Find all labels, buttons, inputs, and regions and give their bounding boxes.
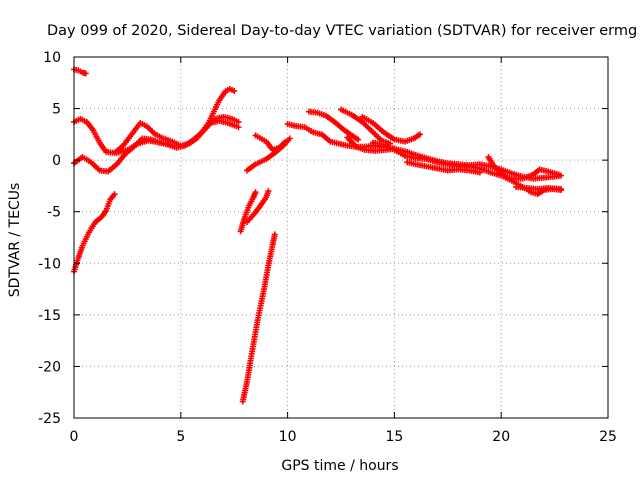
data-point (235, 118, 242, 125)
x-tick-label: 10 (279, 429, 297, 445)
x-tick-label: 15 (385, 429, 403, 445)
x-axis-label: GPS time / hours (281, 458, 398, 474)
chart-title: Day 099 of 2020, Sidereal Day-to-day VTE… (47, 23, 637, 39)
data-point (417, 131, 424, 138)
series-arc-07 (237, 189, 259, 235)
series-arc-08 (244, 188, 272, 226)
y-tick-label: -15 (38, 308, 61, 324)
series-arc-14 (338, 106, 394, 147)
series-arc-05 (113, 137, 174, 156)
y-tick-label: -10 (38, 256, 61, 272)
x-tick-labels: 0 5 10 15 20 25 (70, 429, 617, 445)
data-point (111, 191, 118, 198)
series-arc-04 (71, 117, 242, 175)
series-arc-03 (71, 113, 242, 156)
grid-lines (74, 57, 608, 418)
data-point (476, 169, 483, 176)
x-tick-label: 5 (176, 429, 185, 445)
data-point (231, 88, 238, 95)
x-tick-label: 20 (492, 429, 510, 445)
data-point (82, 70, 89, 77)
data-point (271, 231, 278, 238)
series-arc-16 (359, 113, 424, 145)
y-tick-label: -25 (38, 411, 61, 427)
data-point (355, 136, 362, 143)
data-point (252, 189, 259, 196)
y-tick-label: -5 (47, 205, 61, 221)
data-point (265, 188, 272, 195)
series-arc-09 (239, 231, 278, 405)
data-points (71, 66, 565, 405)
data-point (555, 171, 562, 178)
y-tick-label: -20 (38, 359, 61, 375)
series-arc-18 (404, 159, 483, 176)
y-tick-label: 10 (43, 50, 61, 66)
series-arc-13 (305, 108, 362, 143)
series-arc-11 (252, 132, 289, 153)
data-point (282, 138, 289, 145)
y-tick-label: 0 (52, 153, 61, 169)
x-tick-label: 0 (70, 429, 79, 445)
data-point (235, 124, 242, 131)
y-tick-label: 5 (52, 102, 61, 118)
x-tick-label: 25 (599, 429, 617, 445)
series-arc-06 (203, 85, 238, 131)
data-point (167, 141, 174, 148)
series-arc-12 (284, 121, 565, 182)
series-arc-20 (513, 183, 565, 193)
series-arc-19 (485, 154, 562, 182)
series-arc-02 (71, 191, 118, 275)
data-point (558, 186, 565, 193)
plot-frame (73, 56, 609, 419)
y-axis-label: SDTVAR / TECUs (7, 183, 23, 298)
y-tick-labels: -25 -20 -15 -10 -5 0 5 10 (38, 50, 61, 427)
data-point (286, 135, 293, 142)
axis-ticks (73, 56, 609, 419)
